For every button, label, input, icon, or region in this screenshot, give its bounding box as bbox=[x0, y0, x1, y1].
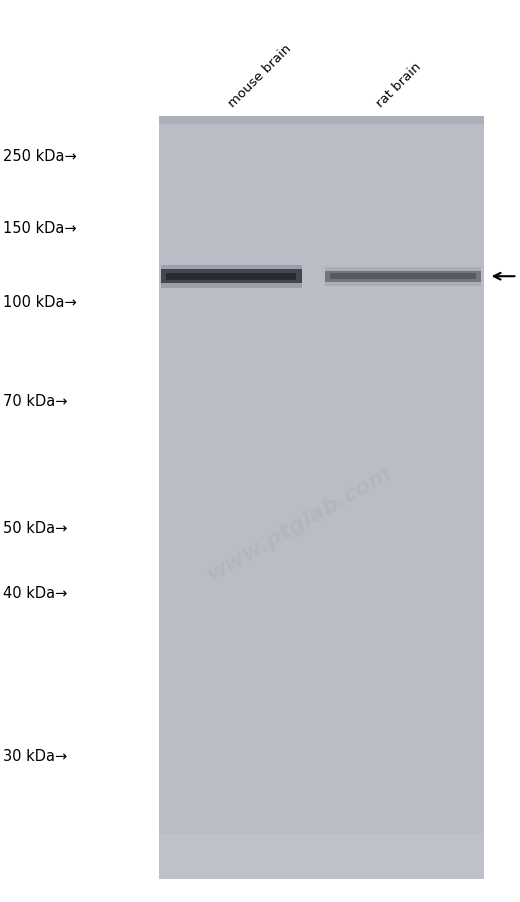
Bar bbox=[325, 267, 481, 287]
Text: 70 kDa→: 70 kDa→ bbox=[3, 394, 67, 409]
Bar bbox=[159, 117, 484, 124]
Bar bbox=[161, 265, 302, 289]
Bar bbox=[161, 270, 302, 284]
Text: 50 kDa→: 50 kDa→ bbox=[3, 520, 67, 535]
Bar bbox=[159, 117, 484, 879]
Text: rat brain: rat brain bbox=[374, 60, 424, 110]
Bar bbox=[325, 272, 481, 282]
Text: 150 kDa→: 150 kDa→ bbox=[3, 221, 76, 235]
Bar bbox=[330, 274, 476, 280]
Text: mouse brain: mouse brain bbox=[226, 42, 294, 110]
Text: 100 kDa→: 100 kDa→ bbox=[3, 295, 76, 309]
Bar bbox=[159, 834, 484, 879]
Text: 30 kDa→: 30 kDa→ bbox=[3, 749, 67, 763]
Text: 250 kDa→: 250 kDa→ bbox=[3, 149, 76, 163]
Bar bbox=[166, 273, 296, 281]
Text: www.ptglab.com: www.ptglab.com bbox=[203, 462, 395, 584]
Text: 40 kDa→: 40 kDa→ bbox=[3, 585, 67, 600]
